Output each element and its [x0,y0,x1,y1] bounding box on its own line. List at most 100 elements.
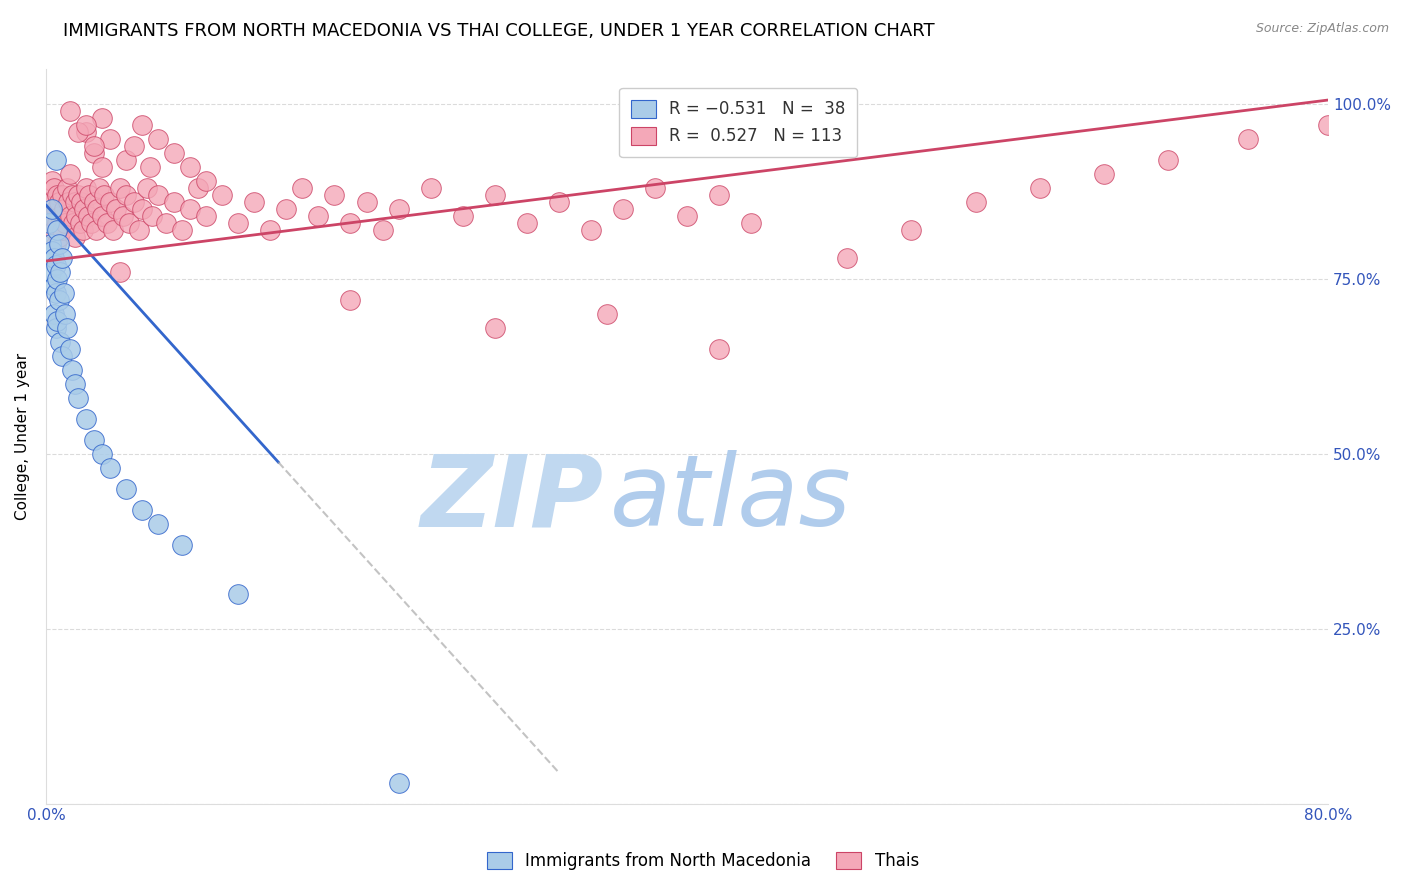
Point [707,187,730,202]
Point [122,194,145,209]
Point [451,209,474,223]
Point [837,251,859,265]
Point [103,222,125,236]
Point [115,187,138,202]
Point [51,222,73,236]
Legend: Immigrants from North Macedonia, Thais: Immigrants from North Macedonia, Thais [481,845,925,877]
Point [307,209,329,223]
Point [59,209,82,223]
Point [146,516,169,531]
Point [42,222,65,236]
Point [596,307,619,321]
Point [52,285,75,300]
Point [42,251,65,265]
Point [41,173,63,187]
Point [141,209,163,223]
Point [91,111,114,125]
Point [118,215,141,229]
Point [48,236,70,251]
Point [84,222,107,236]
Point [60,362,83,376]
Point [139,160,162,174]
Point [172,538,194,552]
Point [484,187,506,202]
Point [1237,131,1260,145]
Point [53,307,76,321]
Point [56,320,79,334]
Point [49,264,72,278]
Point [108,264,131,278]
Point [48,229,70,244]
Point [83,145,105,160]
Point [108,180,131,194]
Point [49,209,72,223]
Point [39,209,62,223]
Point [75,118,97,132]
Point [52,202,75,216]
Point [131,202,153,216]
Point [128,222,150,236]
Point [371,222,394,236]
Point [65,209,87,223]
Point [146,187,169,202]
Point [45,285,67,300]
Point [48,293,70,307]
Point [1028,180,1050,194]
Point [76,209,98,223]
Point [42,278,65,293]
Point [66,187,89,202]
Point [226,215,249,229]
Point [86,202,108,216]
Point [356,194,378,209]
Point [59,342,82,356]
Point [80,215,103,229]
Point [211,187,233,202]
Point [579,222,602,236]
Point [45,258,67,272]
Point [195,173,218,187]
Point [259,222,281,236]
Point [96,215,118,229]
Point [39,236,62,251]
Point [46,271,69,285]
Point [965,194,987,209]
Point [62,215,84,229]
Point [59,167,82,181]
Point [98,460,121,475]
Point [77,187,100,202]
Point [155,215,177,229]
Point [83,433,105,447]
Point [42,180,65,194]
Text: IMMIGRANTS FROM NORTH MACEDONIA VS THAI COLLEGE, UNDER 1 YEAR CORRELATION CHART: IMMIGRANTS FROM NORTH MACEDONIA VS THAI … [63,22,935,40]
Point [91,446,114,460]
Point [45,320,67,334]
Point [41,244,63,258]
Point [83,194,105,209]
Point [163,145,186,160]
Point [707,342,730,356]
Point [93,187,115,202]
Point [70,194,93,209]
Point [187,180,209,194]
Point [63,194,86,209]
Point [98,194,121,209]
Point [484,320,506,334]
Point [39,264,62,278]
Point [46,187,69,202]
Point [172,222,194,236]
Point [45,202,67,216]
Point [91,209,114,223]
Point [60,187,83,202]
Point [115,482,138,496]
Point [612,202,634,216]
Point [136,180,159,194]
Point [46,215,69,229]
Point [547,194,569,209]
Point [42,307,65,321]
Point [45,236,67,251]
Point [146,131,169,145]
Point [676,209,699,223]
Point [339,293,361,307]
Point [41,202,63,216]
Point [51,349,73,363]
